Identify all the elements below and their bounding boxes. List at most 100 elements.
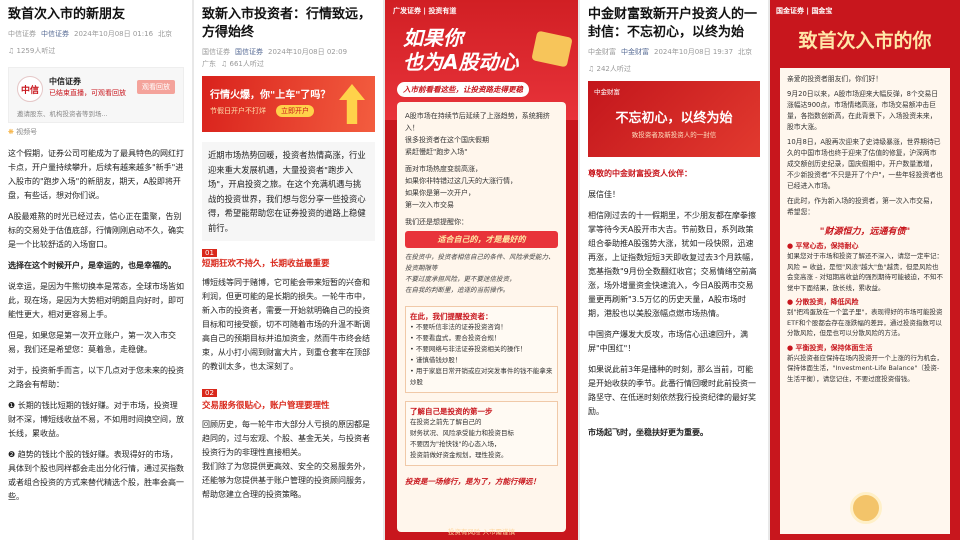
section-text: 回顾历史，每一轮牛市大部分人亏损的原因都是趋同的，过与宏观、个股、基金无关，与投… (202, 420, 370, 457)
paragraph: 10月8日，A股再次迎来了史诗级暴涨，世界期待已久的中国市场也终于迎来了估值的修… (787, 138, 943, 190)
article-panel-cicc: 中金财富致新开户投资人的一封信：不忘初心，以终为始 中金财富 中金财富 2024… (580, 0, 768, 540)
paragraph: 这个假期，证券公司可能成为了最具特色的网红打卡点，开户量持续攀升，后续有越来越多… (8, 149, 184, 200)
meta-date: 2024年10月08日 19:37 (654, 48, 734, 56)
list-items: • 不要听信非法的证券投资咨询！ • 不要看盘式，要合投资合规！ • 不要网络与… (410, 322, 553, 388)
meta-tag: 中金财富 (588, 48, 616, 56)
listen-count: ♫ 242人听过 (588, 65, 631, 73)
advice-text: 如果您对于市场和投资了解还不深入，请您一定牢记：风险 = 收益，是恒"风浪"越大… (787, 252, 943, 292)
banner-subtitle: 节假日开户不打烊 (210, 107, 266, 115)
article-title: 致新入市投资者：行情致远，方得始终 (202, 7, 372, 40)
salutation: 亲爱的投资者朋友们，你们好！ (787, 75, 883, 83)
meta-author[interactable]: 中金财富 (621, 48, 649, 56)
section-text: 我们除了为您提供更高效、安全的交易服务外，还能够为您提供基于账户管理的投资顾问服… (202, 462, 370, 499)
meta-author[interactable]: 中信证券 (41, 30, 69, 38)
article-body: 尊敬的中金财富投资人伙伴： 展信佳！ 相信刚过去的十一假期里，不少朋友都在摩拳擦… (580, 157, 768, 457)
meta-tag: 中信证券 (8, 30, 36, 38)
banner-title: 不忘初心，以终为始 (615, 111, 733, 126)
headphones-icon: ♫ (588, 65, 595, 73)
intro-lines: A股市场在持续节后延续了上涨趋势，系统拥挤入！ 很多投资者在这个国庆假期 紧赶慢… (405, 112, 550, 209)
listen-count: ♫ 661人听过 (221, 60, 264, 68)
paragraph: 相信刚过去的十一假期里，不少朋友都在摩拳擦掌等待今天A股开市大吉。节前数日，系列… (588, 211, 759, 318)
banner-brand: 中金财富 (594, 88, 620, 96)
advice-text: 新兴投资者应保持在场内投资开一个上涨的行为机会，保持体面生活，"Investme… (787, 353, 943, 383)
meta-date: 2024年10月08日 02:09 (268, 48, 348, 56)
tip-badge: 适合自己的，才是最好的 (405, 231, 558, 248)
section-1: 01 短期狂欢不持久，长期收益最重要 博短线等同于赌博，它可能会带来短暂的兴奋和… (202, 249, 375, 374)
article-meta: 国信证券 国信证券 2024年10月08日 02:09 (202, 46, 375, 58)
section-number: 01 (202, 249, 217, 257)
closing-line: 投资是一场修行，是为了，方能行得远！ (405, 477, 540, 486)
account-open-banner[interactable]: 行情火爆，你"上车"了吗？ 节假日开户不打烊 立即开户 (202, 76, 375, 132)
article-meta: 中金财富 中金财富 2024年10月08日 19:37 北京 ♫ 242人听过 (588, 46, 760, 75)
advice-item: ● 分散投资，降低风险 别"把鸡蛋放在一个篮子里"，表现得好的市场可能投资ETF… (787, 297, 943, 339)
banner-title: 行情火爆，你"上车"了吗？ (210, 90, 331, 101)
section-heading: 01 (202, 249, 375, 257)
advice-title: ● 分散投资，降低风险 (787, 298, 859, 306)
hero-title: 如果你 也为A股动心 (403, 26, 519, 74)
video-channel-icon: ❋ (8, 128, 14, 136)
article-body: 这个假期，证券公司可能成为了最具特色的网红打卡点，开户量持续攀升，后续有越来越多… (0, 141, 192, 517)
meta-tag: 国信证券 (202, 48, 230, 56)
video-channel-label[interactable]: ❋ 视频号 (8, 128, 38, 136)
paragraph: 说幸运，是因为牛熊切换本是常态，全球市场皆如此，现在场，是因为大势相对明朗且向好… (8, 282, 184, 319)
warning-list: 在此，我们提醒投资者： • 不要听信非法的证券投资咨询！ • 不要看盘式，要合投… (405, 306, 558, 393)
hero-subtitle: 入市前看看这些，让投资路走得更稳 (397, 82, 529, 97)
paragraph: 对于，投资新手而言，以下几点对于您未来的投资之路会有帮助： (8, 366, 184, 389)
list-item: • 不要网络与非法证券投资相关的操作！ (410, 345, 527, 353)
poster-hero: 广发证券 | 投资有道 如果你 也为A股动心 入市前看看这些，让投资路走得更稳 (385, 0, 578, 120)
poster-content: 亲爱的投资者朋友们，你们好！ 9月20日以来，A股市场迎来大幅反弹，8个交易日涨… (780, 68, 950, 534)
paragraph: 在此时，作为新入场的投资者，第一次入市交易，希望您： (787, 197, 937, 216)
article-meta-2: 广东 ♫ 661人听过 (202, 58, 375, 70)
paragraph: 中国资产爆发大反攻，市场信心迅速回升，满屏"中国红"！ (588, 330, 748, 353)
paragraph: 9月20日以来，A股市场迎来大幅反弹，8个交易日涨幅达900点，市场情绪高涨，市… (787, 90, 939, 131)
list-item: • 用于家庭日常开销或应对突发事件的钱不能拿来炒股 (410, 367, 553, 386)
paragraph: 但是，如果您是第一次开立账户，第一次入市交易，我们还是希望您：莫着急，走稳健。 (8, 331, 176, 354)
citic-logo: 中信 (17, 76, 43, 102)
tip-lines: 在投资中，投资者相信自己的条件、风险承受能力、投资期限等 不要过度承担风险，更不… (405, 253, 555, 294)
section-title: 短期狂欢不持久，长期收益最重要 (202, 259, 330, 269)
open-account-button[interactable]: 立即开户 (276, 105, 314, 117)
article-meta: 中信证券 中信证券 2024年10月08日 01:16 北京 ♫ 1259人听过 (8, 28, 184, 57)
listen-count: ♫ 1259人听过 (8, 47, 56, 55)
paragraph: 市场起飞时，坐稳扶好更为重要。 (588, 428, 708, 437)
coin-icon (850, 492, 882, 524)
poster-footer: 投资有风险 入市需谨慎 (447, 528, 516, 536)
advice-title: ● 平衡投资，保持体面生活 (787, 343, 873, 352)
section-2: 02 交易服务很贴心，账户管理要理性 回顾历史，每一轮牛市大部分人亏损的原因都是… (202, 380, 375, 502)
list-item: • 不要看盘式，要合投资合规！ (410, 334, 501, 342)
paragraph: ❷ 趋势的钱比个股的钱好赚。表现得好的市场，具体到个股也同样都会走出分化行情，通… (8, 450, 184, 501)
advice-item: ● 平常心态，保持耐心 如果您对于市场和投资了解还不深入，请您一定牢记：风险 =… (787, 241, 943, 293)
poster-panel-guojin: 国金证券 | 国金宝 致首次入市的你 亲爱的投资者朋友们，你们好！ 9月20日以… (770, 0, 960, 540)
greeting: 尊敬的中金财富投资人伙伴： (588, 169, 692, 178)
meta-location: 广东 (202, 60, 216, 68)
paragraph: ❶ 长期的钱比短期的钱好赚。对于市场，投资理财不深，博短线收益不易，不如用时间换… (8, 401, 184, 438)
banner-subtitle: 致投资者及新投资人的一封信 (631, 131, 717, 139)
gift-box-icon (531, 30, 573, 68)
brand-name: 国金证券 | 国金宝 (776, 7, 833, 15)
step-lines: 在投资之前先了解自己的 财务状况、风险承受能力和投资目标 不要因为"抢快钱"的心… (410, 418, 514, 459)
paragraph: 选择在这个时候开户，是幸运的，也是幸福的。 (8, 261, 176, 270)
meta-location: 北京 (738, 48, 753, 56)
meta-author[interactable]: 国信证券 (235, 48, 263, 56)
list-item: • 不要听信非法的证券投资咨询！ (410, 323, 507, 331)
watch-replay-button[interactable]: 观看回放 (137, 80, 175, 94)
advice-text: 别"把鸡蛋放在一个篮子里"，表现得好的市场可能投资ETF和个股都会存在涨跌幅的差… (787, 308, 943, 337)
account-desc: 已结束直播，可观看回放 (49, 89, 126, 97)
headphones-icon: ♫ (8, 47, 15, 55)
section-title: 交易服务很贴心，账户管理要理性 (202, 401, 330, 411)
live-card[interactable]: 中信 中信证券 已结束直播，可观看回放 观看回放 邀请股东、机构投资者等到场..… (8, 67, 184, 123)
meta-location: 北京 (158, 30, 173, 38)
section-text: 博短线等同于赌博，它可能会带来短暂的兴奋和利润，但更可能的是长期的损失。一轮牛市… (202, 278, 370, 371)
list-title: 在此，我们提醒投资者： (410, 312, 493, 321)
advice-item: ● 平衡投资，保持体面生活 新兴投资者应保持在场内投资开一个上涨的行为机会，保持… (787, 343, 943, 385)
headphones-icon: ♫ (221, 60, 228, 68)
intro-box: 近期市场热势回暖，投资者热情高涨，行业迎来重大发展机遇，大量投资者"跑步入场"，… (202, 142, 375, 241)
cicc-banner: 中金财富 不忘初心，以终为始 致投资者及新投资人的一封信 (588, 81, 760, 157)
rising-arrow-icon (339, 84, 365, 124)
hero-title: 致首次入市的你 (798, 30, 932, 52)
paragraph: 如果说此前3年是播种的时刻，那么当前，可能是开始收获的季节。此番行情回暖时此前投… (588, 365, 756, 416)
advice-title: ● 平常心态，保持耐心 (787, 242, 859, 250)
section-number: 02 (202, 389, 217, 397)
motto: "财源恒力，远通有债" (819, 227, 911, 237)
account-name: 中信证券 (49, 77, 81, 86)
